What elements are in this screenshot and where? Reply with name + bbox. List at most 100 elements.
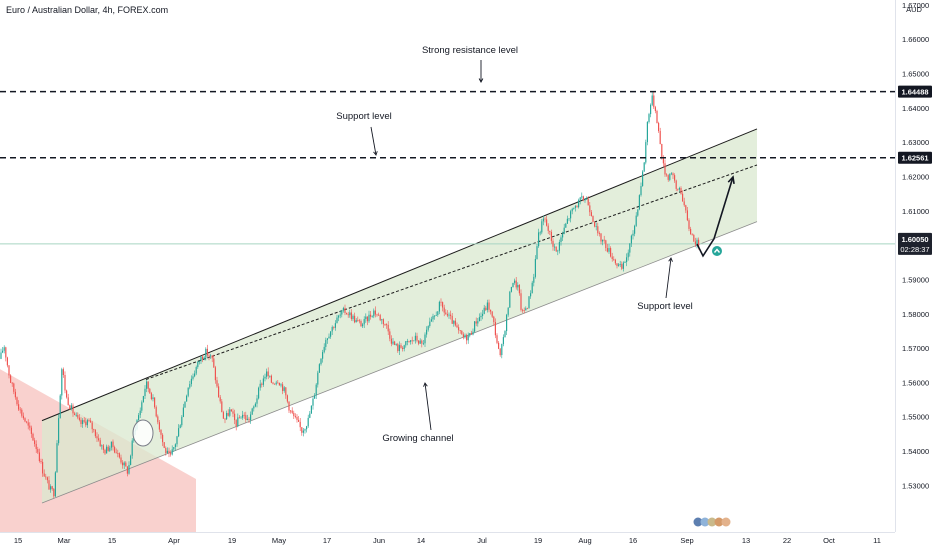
- candle-body: [66, 390, 68, 398]
- candle-body: [270, 375, 272, 383]
- time-axis[interactable]: 15 Mar 15 Apr 19 May 17 Jun 14 Jul 19 Aug 16 Sep 13 22 O…: [0, 517, 895, 546]
- candle-body: [427, 326, 429, 330]
- price-tick-label: 1.56000: [902, 378, 929, 387]
- candle-body: [82, 420, 84, 425]
- candle-body: [3, 347, 5, 351]
- candle-body: [5, 347, 7, 358]
- candle-body: [291, 410, 293, 413]
- candle-body: [254, 403, 256, 407]
- candle-body: [680, 188, 682, 194]
- candle-body: [256, 398, 258, 404]
- event-circle[interactable]: [712, 246, 722, 256]
- candle-body: [440, 301, 442, 303]
- candle-body: [149, 388, 151, 394]
- candle-body: [307, 417, 309, 427]
- candle-body: [77, 414, 79, 418]
- candle-body: [360, 321, 362, 327]
- candle-body: [451, 315, 453, 324]
- candle-body: [646, 121, 648, 143]
- candle-body: [349, 312, 351, 316]
- timeline-dot-2[interactable]: [700, 517, 710, 527]
- candle-body: [600, 233, 602, 242]
- candle-body: [432, 315, 434, 320]
- candle-body: [114, 447, 116, 453]
- projection-path: [696, 176, 734, 258]
- candle-body: [683, 201, 685, 206]
- candle-body: [413, 340, 415, 342]
- strong-resistance-label: Strong resistance level: [422, 45, 518, 56]
- candle-body: [658, 123, 660, 131]
- candle-body: [227, 412, 229, 416]
- candle-body: [325, 340, 327, 347]
- timeline-dot-5[interactable]: [721, 517, 731, 527]
- candle-body: [48, 480, 50, 490]
- growing-channel: [0, 128, 895, 504]
- candle-body: [352, 315, 354, 320]
- timeline-dot-1[interactable]: [693, 517, 703, 527]
- price-axis[interactable]: AUD 1.670001.660001.650001.640001.630001…: [895, 0, 932, 532]
- time-tick-label: Apr: [168, 536, 180, 545]
- zoom-ellipse[interactable]: [132, 419, 154, 447]
- candle-body: [376, 314, 378, 316]
- candle-body: [694, 241, 696, 245]
- candle-body: [552, 240, 554, 247]
- candle-body: [496, 335, 498, 343]
- candle-body: [474, 321, 476, 332]
- candle-body: [299, 421, 301, 428]
- candle-body: [662, 157, 664, 164]
- event-marker[interactable]: [712, 246, 722, 256]
- candle-body: [282, 384, 284, 391]
- candle-body: [141, 402, 143, 411]
- candle-body: [253, 406, 255, 409]
- candle-body: [571, 208, 573, 212]
- time-tick-label: 15: [14, 536, 22, 545]
- candle-body: [96, 436, 98, 439]
- timeline-dot-4[interactable]: [714, 517, 724, 527]
- candle-body: [370, 314, 372, 317]
- time-tick-label: 19: [534, 536, 542, 545]
- candle-body: [602, 239, 604, 242]
- candle-body: [109, 447, 111, 451]
- candle-body: [558, 242, 560, 251]
- candle-body: [150, 393, 152, 400]
- candle-body: [453, 320, 455, 324]
- candle-body: [24, 418, 26, 422]
- candle-body: [614, 259, 616, 264]
- candle-body: [138, 415, 140, 421]
- candle-body: [541, 221, 543, 233]
- candle-body: [616, 263, 618, 266]
- candle-body: [373, 310, 375, 317]
- candle-body: [670, 173, 672, 175]
- candle-body: [675, 180, 677, 189]
- candle-body: [160, 429, 162, 435]
- candle-body: [336, 317, 338, 324]
- time-tick-label: Jul: [477, 536, 487, 545]
- candle-body: [117, 453, 119, 454]
- candle-body: [608, 248, 610, 252]
- candle-body: [266, 371, 268, 377]
- candle-body: [190, 378, 192, 385]
- channel-midline: [145, 164, 758, 380]
- candle-body: [14, 391, 16, 398]
- candle-body: [638, 195, 640, 210]
- candle-body: [547, 225, 549, 231]
- candle-body: [488, 302, 490, 310]
- candle-body: [184, 401, 186, 408]
- candle-body: [544, 218, 546, 220]
- candle-body: [86, 420, 88, 426]
- price-tick-label: 1.64000: [902, 104, 929, 113]
- candle-body: [442, 302, 444, 308]
- timeline-buttons[interactable]: [693, 517, 731, 527]
- candle-body: [528, 296, 530, 309]
- timeline-dot-3[interactable]: [707, 517, 717, 527]
- candle-body: [213, 358, 215, 368]
- candle-body: [288, 401, 290, 411]
- candle-body: [126, 466, 128, 474]
- candle-body: [118, 453, 120, 458]
- zoom-handle[interactable]: [132, 419, 154, 447]
- candle-body: [301, 427, 303, 433]
- candle-body: [94, 429, 96, 437]
- candle-body: [434, 315, 436, 317]
- candle-body: [309, 413, 311, 418]
